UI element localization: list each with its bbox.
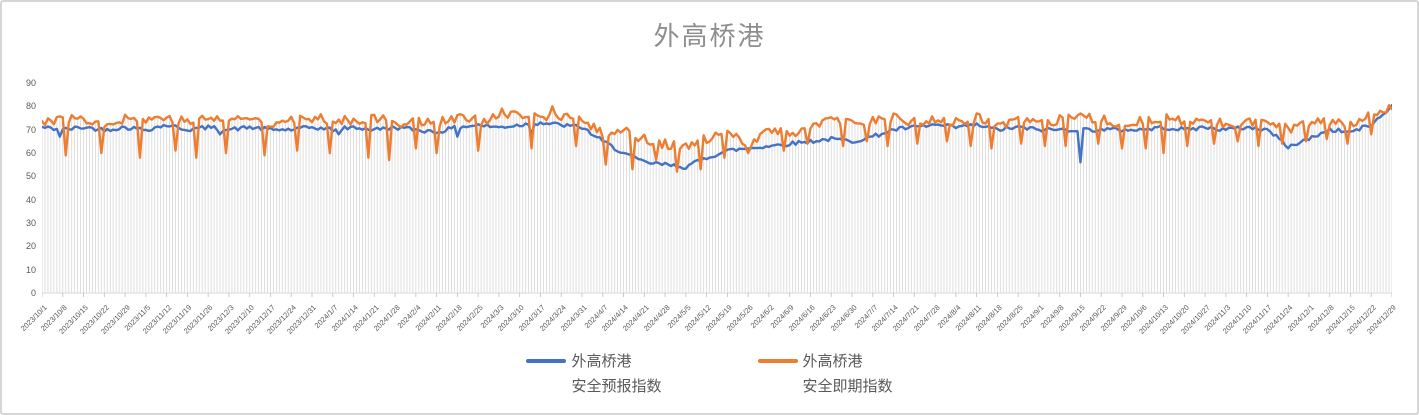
y-axis-label: 80	[25, 101, 36, 112]
y-axis-label: 50	[25, 171, 36, 182]
legend-line-swatch-current	[757, 359, 798, 363]
chart-title: 外高桥港	[653, 21, 766, 51]
legend-label-line2: 安全预报指数	[571, 378, 662, 395]
legend-label-line1: 外高桥港	[802, 353, 863, 370]
y-axis-label: 70	[25, 124, 36, 135]
y-axis-label: 90	[25, 78, 36, 88]
legend-label-forecast: 外高桥港 安全预报指数	[571, 349, 661, 399]
legend-line-swatch-forecast	[526, 359, 567, 363]
y-axis-label: 40	[25, 194, 36, 205]
y-axis-label: 60	[25, 148, 36, 158]
legend-label-current: 外高桥港 安全即期指数	[803, 349, 893, 399]
legend-item-current: 外高桥港 安全即期指数	[757, 349, 893, 399]
droplines-group	[42, 105, 1392, 293]
plot-area	[42, 83, 1392, 299]
legend-label-line1: 外高桥港	[571, 353, 632, 370]
legend-label-line2: 安全即期指数	[802, 378, 893, 395]
legend: 外高桥港 安全预报指数 外高桥港 安全即期指数	[2, 349, 1417, 399]
x-axis-ticks	[42, 293, 1392, 297]
y-axis-label: 20	[25, 241, 36, 252]
y-axis: 0 10 20 30 40 50 60 70 80 90	[2, 2, 38, 302]
y-axis-label: 10	[25, 264, 36, 275]
legend-item-forecast: 外高桥港 安全预报指数	[526, 349, 662, 399]
y-axis-label: 30	[25, 218, 36, 228]
y-axis-label: 0	[30, 288, 36, 298]
x-axis: 2023/10/1 2023/10/8 2023/10/15 2023/10/22 20…	[18, 295, 1398, 350]
plot-svg	[42, 103, 1392, 297]
series-line-current	[42, 104, 1392, 173]
